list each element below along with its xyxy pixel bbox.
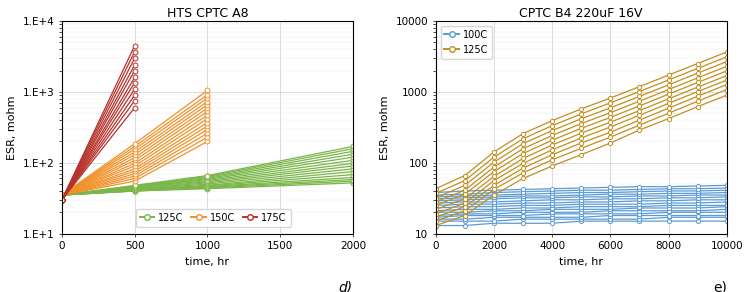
- X-axis label: time, hr: time, hr: [185, 257, 230, 267]
- Y-axis label: ESR, mohm: ESR, mohm: [380, 95, 390, 160]
- Legend: 125C, 150C, 175C: 125C, 150C, 175C: [136, 209, 290, 227]
- Y-axis label: ESR, mohm: ESR, mohm: [7, 95, 17, 160]
- Text: d): d): [339, 280, 353, 292]
- Title: CPTC B4 220uF 16V: CPTC B4 220uF 16V: [520, 7, 643, 20]
- Title: HTS CPTC A8: HTS CPTC A8: [166, 7, 248, 20]
- Legend: 100C, 125C: 100C, 125C: [440, 26, 492, 59]
- Text: e): e): [712, 280, 727, 292]
- X-axis label: time, hr: time, hr: [560, 257, 603, 267]
